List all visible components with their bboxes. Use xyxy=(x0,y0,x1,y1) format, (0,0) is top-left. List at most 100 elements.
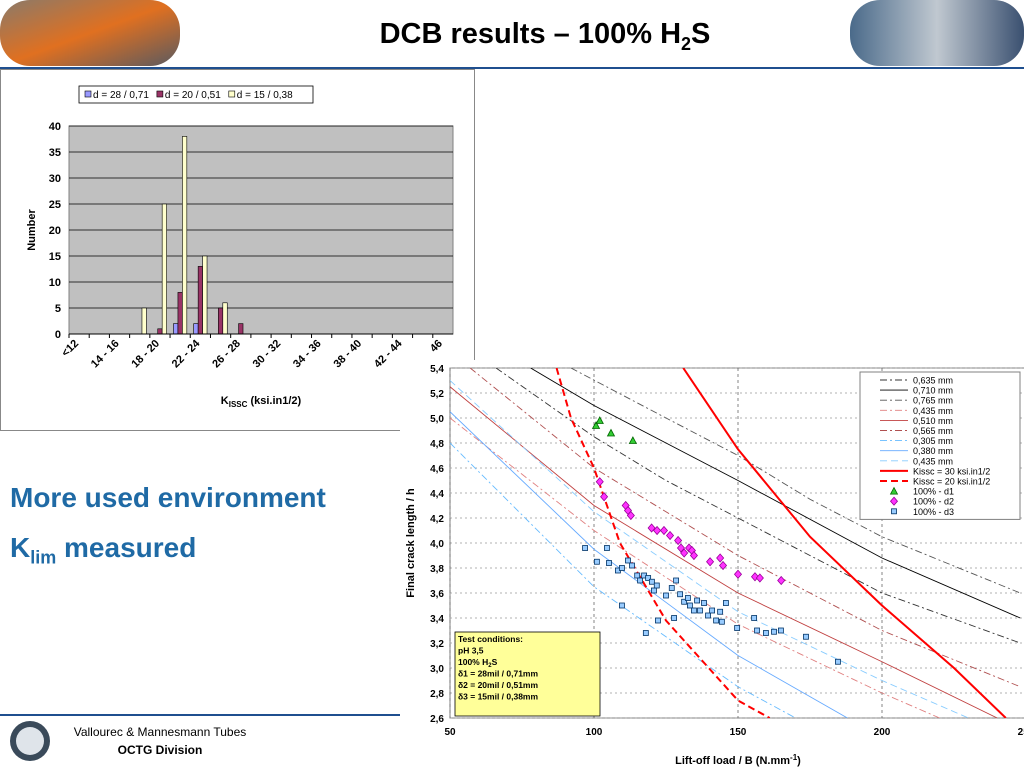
marker xyxy=(637,577,643,584)
marker xyxy=(716,553,725,563)
x-tick-label: 200 xyxy=(874,727,891,738)
marker xyxy=(755,573,764,583)
curve xyxy=(450,380,969,718)
marker xyxy=(705,612,711,619)
y-tick-label: 3,8 xyxy=(430,564,444,575)
legend-label: 0,765 mm xyxy=(913,396,953,406)
marker xyxy=(718,560,728,571)
curve xyxy=(450,417,940,718)
marker xyxy=(677,591,684,598)
marker xyxy=(645,575,652,581)
marker xyxy=(659,525,669,536)
marker xyxy=(663,592,669,599)
legend-label: Kissc = 30 ksi.in1/2 xyxy=(913,466,990,476)
legend-label: 0,510 mm xyxy=(913,416,953,426)
curve xyxy=(450,411,848,718)
slide-title: DCB results – 100% H2S xyxy=(379,18,711,54)
curve xyxy=(530,368,1021,619)
marker xyxy=(628,436,638,444)
header-image-right xyxy=(850,0,1024,66)
y-tick-label: 3,2 xyxy=(430,639,444,650)
marker xyxy=(629,562,635,569)
y-tick-label: 3,0 xyxy=(430,664,444,675)
y-tick-label: 20 xyxy=(49,225,61,237)
curve xyxy=(450,386,998,718)
annotation-line: Test conditions: xyxy=(458,634,523,644)
x-axis-label-part: Lift-off load / B (N.mm xyxy=(675,755,790,767)
legend-swatch xyxy=(228,90,236,98)
annotation-part: Test conditions: xyxy=(458,634,523,644)
marker xyxy=(680,548,689,558)
marker xyxy=(634,572,641,579)
x-tick-label: 26 - 28 xyxy=(210,338,243,371)
annotation-part: δ2 = 20mil / 0,51mm xyxy=(458,680,538,690)
header-band xyxy=(0,0,1024,69)
marker xyxy=(604,545,610,551)
y-tick-label: 4,2 xyxy=(430,514,444,525)
marker xyxy=(625,557,631,564)
y-tick-label: 4,0 xyxy=(430,539,444,550)
x-tick-label: <12 xyxy=(60,338,82,360)
marker xyxy=(600,492,609,502)
annotation-line: δ2 = 20mil / 0,51mm xyxy=(458,680,538,690)
marker xyxy=(676,543,686,553)
bar xyxy=(218,307,224,335)
y-tick-label: 4,4 xyxy=(430,489,444,500)
x-tick-label: 22 - 24 xyxy=(170,337,203,370)
annotation-part: 2 xyxy=(488,663,492,669)
curve xyxy=(450,442,796,718)
marker xyxy=(723,600,729,606)
y-tick-label: 3,4 xyxy=(430,614,444,625)
y-tick-label: 2,8 xyxy=(430,689,444,700)
y-tick-label: 35 xyxy=(49,147,61,159)
marker xyxy=(651,587,657,594)
marker xyxy=(619,565,625,571)
marker xyxy=(706,557,715,567)
marker xyxy=(591,421,601,429)
x-tick-label: 46 xyxy=(428,338,445,355)
body-line: Klim measured xyxy=(10,532,197,568)
x-axis-label-part: -1 xyxy=(790,753,798,762)
marker xyxy=(718,618,725,625)
marker xyxy=(733,569,743,579)
annotation-line: 100% H2S xyxy=(458,657,498,669)
annotation-part: δ3 = 15mil / 0,38mm xyxy=(458,692,538,702)
x-tick-label: 30 - 32 xyxy=(251,338,284,371)
histogram-chart: 0 5 10 15 20 25 30 35 40 <12 14 - 16 18 - 20 22 - 24… xyxy=(0,69,475,431)
marker xyxy=(691,607,697,614)
legend-label: 0,305 mm xyxy=(913,436,953,446)
bar xyxy=(157,328,163,335)
marker xyxy=(777,575,786,586)
footer-division: OCTG Division xyxy=(118,743,203,757)
x-tick-label: 18 - 20 xyxy=(129,338,162,371)
bar xyxy=(141,307,147,335)
legend-swatch xyxy=(84,90,92,98)
legend-swatch xyxy=(156,90,164,98)
bar xyxy=(202,255,208,335)
x-axis-label-part: (ksi.in1/2) xyxy=(247,395,301,407)
marker xyxy=(717,608,724,615)
body-line: More used environment xyxy=(10,482,326,513)
x-tick-label: 34 - 36 xyxy=(291,338,324,371)
marker xyxy=(595,477,604,487)
marker xyxy=(674,535,683,546)
bar xyxy=(173,323,179,335)
legend-label: Kissc = 20 ksi.in1/2 xyxy=(913,477,990,487)
x-axis-label: KISSC (ksi.in1/2) xyxy=(221,395,302,409)
marker xyxy=(803,633,809,640)
legend-label: 100% - d3 xyxy=(913,507,954,517)
marker xyxy=(647,523,656,533)
marker xyxy=(694,597,701,604)
legend-label: 0,435 mm xyxy=(913,456,953,466)
y-tick-label: 40 xyxy=(49,121,61,133)
marker xyxy=(687,602,693,609)
crack-length-chart: 2,6 2,8 3,0 3,2 3,4 3,6 3,8 4,0 4,2 4,4 4,6 4,8 5,0 5… xyxy=(400,360,1024,768)
marker xyxy=(754,627,760,634)
y-tick-label: 5 xyxy=(55,303,61,315)
marker xyxy=(684,595,691,601)
marker xyxy=(648,578,655,585)
legend-label: d = 15 / 0,38 xyxy=(237,90,293,101)
marker xyxy=(734,625,741,631)
y-tick-label: 10 xyxy=(49,277,61,289)
plot-content xyxy=(450,368,1021,718)
